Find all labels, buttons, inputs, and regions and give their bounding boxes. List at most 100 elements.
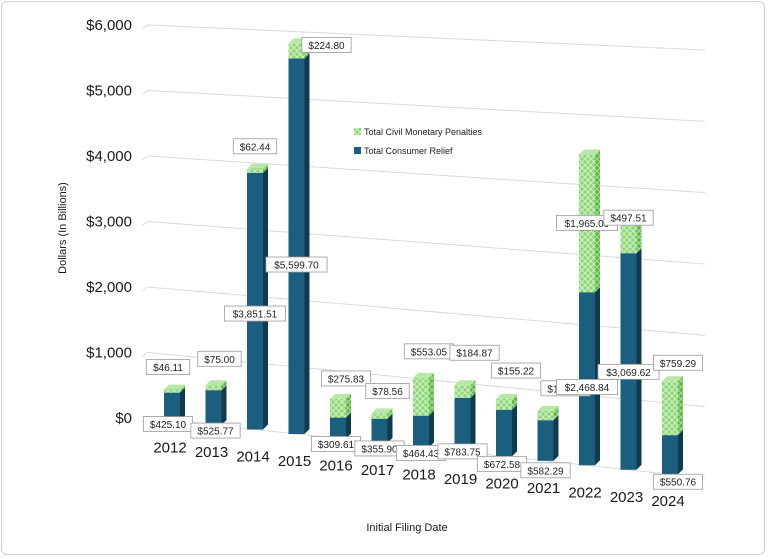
label-penalties-2013-text: $75.00: [204, 355, 235, 366]
x-tick-label-2020: 2020: [485, 475, 518, 492]
bar-consumer-relief-2021-side: [553, 415, 559, 461]
gridlines: [141, 24, 706, 479]
bar-consumer-relief-2024-side: [678, 430, 683, 475]
label-consumer-relief-2013-text: $525.77: [197, 427, 234, 438]
x-tick-label-2018: 2018: [402, 466, 435, 483]
label-consumer-relief-2022-box: [556, 379, 618, 395]
label-penalties-2018: $553.05: [403, 343, 455, 360]
label-consumer-relief-2024-text: $550.76: [660, 478, 697, 489]
label-penalties-2024-text: $759.29: [660, 359, 697, 370]
bar-penalties-2018: [413, 372, 434, 416]
y-tick-label: $0: [115, 410, 132, 427]
label-consumer-relief-2023: $3,069.62: [597, 363, 660, 380]
y-tick-label: $2,000: [86, 279, 132, 296]
bar-penalties-2019-front: [454, 385, 471, 398]
bar-penalties-2017: [371, 408, 393, 419]
label-penalties-2019: $184.87: [449, 344, 500, 361]
label-consumer-relief-2023-text: $3,069.62: [606, 368, 651, 379]
bar-penalties-2019-top: [454, 380, 476, 386]
bar-penalties-2024-front: [662, 381, 678, 436]
legend-item-penalties: Total Civil Monetary Penalties: [354, 127, 483, 137]
bar-penalties-2021-side: [553, 405, 559, 421]
label-penalties-2014: $62.44: [232, 138, 278, 155]
bar-consumer-relief-2015-front: [288, 58, 305, 434]
bar-consumer-relief-2021: [537, 415, 559, 461]
gridline: [147, 90, 706, 122]
bar-consumer-relief-2022-front: [579, 292, 595, 466]
bar-consumer-relief-2020-side: [512, 404, 517, 457]
bar-penalties-2017-top: [371, 408, 393, 414]
x-tick-label-2022: 2022: [568, 484, 601, 501]
label-consumer-relief-2021: $582.29: [520, 462, 571, 479]
bar-consumer-relief-2023: [620, 248, 642, 470]
label-consumer-relief-2013: $525.77: [190, 422, 241, 439]
bar-consumer-relief-2013-side: [221, 385, 227, 426]
gridline: [147, 24, 706, 51]
y-axis-ticks: $0 $1,000 $2,000 $3,000 $4,000 $5,000 $6,000: [86, 17, 132, 427]
label-consumer-relief-2016: $309.61: [310, 436, 362, 452]
label-penalties-2014-text: $62.44: [240, 142, 271, 153]
bar-penalties-2013-front: [205, 385, 222, 391]
label-penalties-2014-box: [232, 138, 278, 155]
y-tick-label: $4,000: [86, 148, 132, 165]
bar-penalties-2019: [454, 380, 476, 398]
bar-penalties-2021-top: [537, 405, 559, 411]
label-penalties-2012-text: $46.11: [153, 363, 183, 374]
label-consumer-relief-2021-text: $582.29: [527, 466, 564, 477]
x-tick-label-2015: 2015: [278, 453, 311, 470]
legend-label-consumer-relief: Total Consumer Relief: [364, 146, 453, 156]
label-consumer-relief-2022-text: $2,468.84: [565, 383, 610, 394]
label-penalties-2015-text: $224.80: [308, 41, 345, 52]
label-consumer-relief-2015-text: $5,599.70: [274, 261, 319, 272]
bar-penalties-2019-side: [470, 380, 476, 398]
label-consumer-relief-2012-text: $425.10: [150, 420, 187, 431]
label-penalties-2020-text: $155.22: [498, 367, 535, 378]
label-penalties-2015: $224.80: [301, 37, 352, 53]
bar-penalties-2013-top: [205, 380, 227, 386]
bar-penalties-2012-top: [164, 384, 185, 390]
x-tick-label-2019: 2019: [444, 471, 477, 488]
label-consumer-relief-2022: $2,468.84: [556, 379, 618, 395]
bar-consumer-relief-2017-side: [387, 413, 393, 443]
bar-consumer-relief-2020: [496, 404, 517, 457]
legend: Total Civil Monetary Penalties Total Con…: [354, 127, 483, 156]
bar-penalties-2020-front: [496, 399, 512, 410]
x-tick-label-2013: 2013: [195, 444, 228, 461]
label-penalties-2013: $75.00: [197, 350, 242, 367]
gridline-side: [141, 221, 149, 226]
label-penalties-2012: $46.11: [145, 359, 191, 376]
bar-consumer-relief-2016-side: [346, 412, 351, 439]
bar-penalties-2014: [247, 163, 268, 173]
y-tick-label: $5,000: [86, 83, 132, 100]
gridline-side: [141, 286, 149, 292]
bar-consumer-relief-2014-side: [263, 167, 268, 430]
label-penalties-2012-box: [145, 359, 191, 376]
bar-consumer-relief-2014: [247, 167, 268, 430]
bar-penalties-2015-front: [288, 43, 305, 59]
gridline-side: [141, 24, 149, 30]
bar-consumer-relief-2022: [579, 287, 600, 466]
label-penalties-2016: $275.83: [320, 370, 372, 387]
bar-penalties-2016-side: [346, 393, 351, 418]
label-penalties-2017: $78.56: [365, 383, 410, 399]
x-tick-label-2024: 2024: [651, 493, 684, 510]
bar-penalties-2020-top: [496, 394, 517, 400]
x-tick-label-2023: 2023: [610, 489, 643, 506]
legend-label-penalties: Total Civil Monetary Penalties: [364, 127, 483, 137]
bar-penalties-2021-front: [537, 410, 554, 421]
bar-penalties-2016-top: [330, 393, 351, 399]
legend-item-consumer-relief: Total Consumer Relief: [354, 146, 453, 156]
label-penalties-2015-box: [301, 37, 352, 53]
label-consumer-relief-2014-text: $3,851.51: [233, 310, 278, 321]
label-consumer-relief-2018-text: $464.43: [403, 449, 440, 460]
bar-penalties-2024: [662, 376, 683, 436]
bar-consumer-relief-2015-side: [304, 53, 310, 434]
bar-penalties-2012-side: [180, 384, 185, 393]
label-penalties-2013-box: [197, 350, 242, 367]
label-penalties-2016-text: $275.83: [328, 374, 365, 385]
bar-consumer-relief-2013-front: [205, 390, 222, 426]
gridline: [147, 286, 706, 336]
label-penalties-2023: $497.51: [603, 209, 654, 226]
bar-consumer-relief-2018-side: [429, 410, 434, 448]
